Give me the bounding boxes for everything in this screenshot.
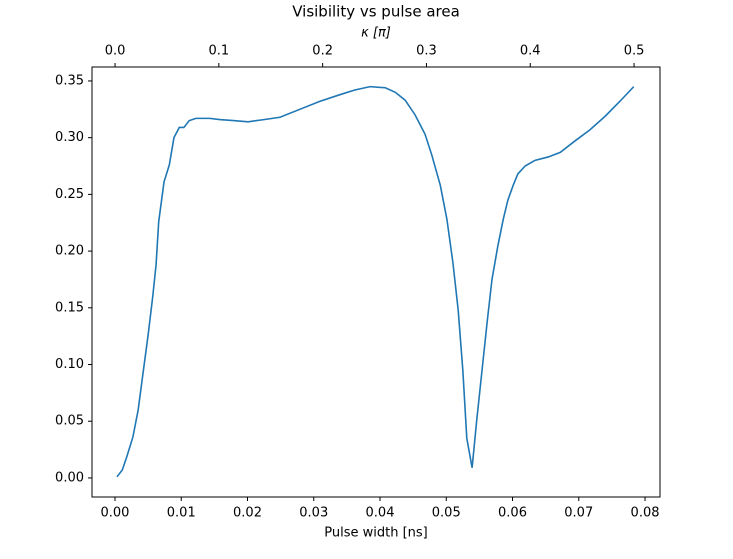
x2-tick-label: 0.0	[105, 44, 126, 59]
chart-title: Visibility vs pulse area	[292, 3, 460, 21]
x-tick-label: 0.08	[631, 506, 660, 521]
y-tick-label: 0.35	[55, 73, 84, 88]
x-tick-label: 0.00	[101, 506, 130, 521]
x-tick-label: 0.05	[432, 506, 461, 521]
x-axis-label: Pulse width [ns]	[324, 526, 428, 541]
x-tick-label: 0.07	[564, 506, 593, 521]
y-tick-label: 0.15	[55, 300, 84, 315]
y-tick-label: 0.20	[55, 244, 84, 259]
x-tick-label: 0.03	[299, 506, 328, 521]
x-tick-label: 0.04	[366, 506, 395, 521]
x2-tick-label: 0.3	[416, 44, 437, 59]
x2-tick-label: 0.1	[209, 44, 230, 59]
x2-tick-label: 0.5	[624, 44, 645, 59]
y-tick-label: 0.30	[55, 130, 84, 145]
y-tick-label: 0.25	[55, 187, 84, 202]
x2-axis-label: κ [π]	[361, 26, 391, 41]
x-tick-label: 0.01	[167, 506, 196, 521]
x2-tick-label: 0.4	[520, 44, 541, 59]
x-tick-label: 0.06	[498, 506, 527, 521]
x2-tick-label: 0.2	[312, 44, 333, 59]
plot-frame	[91, 66, 661, 498]
data-line	[116, 85, 635, 478]
y-tick-label: 0.10	[55, 357, 84, 372]
x-tick-label: 0.02	[233, 506, 262, 521]
y-tick-label: 0.00	[55, 470, 84, 485]
y-tick-label: 0.05	[55, 414, 84, 429]
